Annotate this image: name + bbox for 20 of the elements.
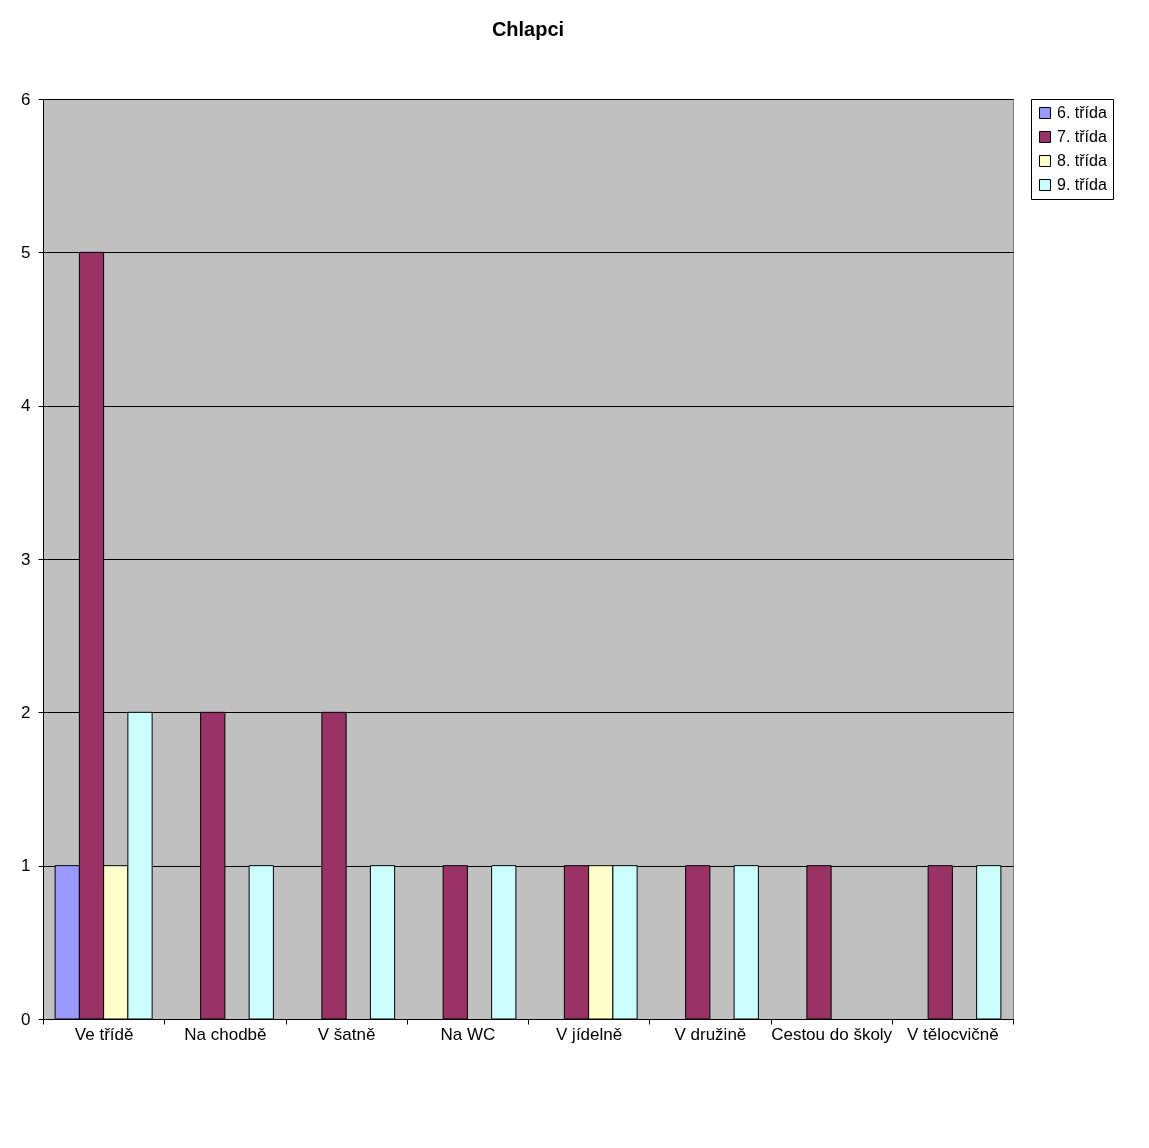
- x-tick-label: Ve třídě: [74, 1024, 134, 1044]
- legend-label: 7. třída: [1057, 128, 1107, 145]
- x-tick-label: Na WC: [440, 1024, 496, 1044]
- chart-title: Chlapci: [491, 18, 565, 40]
- y-tick-label: 4: [21, 396, 31, 416]
- x-tick-label: V družině: [674, 1024, 747, 1044]
- y-tick-label: 3: [21, 549, 31, 569]
- x-tick-label: Cestou do školy: [771, 1024, 893, 1044]
- legend-label: 9. třída: [1057, 176, 1107, 193]
- y-tick-label: 2: [21, 702, 31, 722]
- y-tick-label: 6: [21, 89, 31, 109]
- x-tick-label: V tělocvičně: [907, 1024, 999, 1044]
- y-tick-label: 5: [21, 242, 31, 262]
- legend-label: 6. třída: [1057, 104, 1107, 121]
- x-tick-label: Na chodbě: [184, 1024, 267, 1044]
- y-tick-label: 1: [21, 856, 31, 876]
- y-tick-label: 0: [21, 1009, 31, 1029]
- x-tick-label: V jídelně: [556, 1024, 623, 1044]
- legend-label: 8. třída: [1057, 152, 1107, 169]
- x-tick-label: V šatně: [317, 1024, 376, 1044]
